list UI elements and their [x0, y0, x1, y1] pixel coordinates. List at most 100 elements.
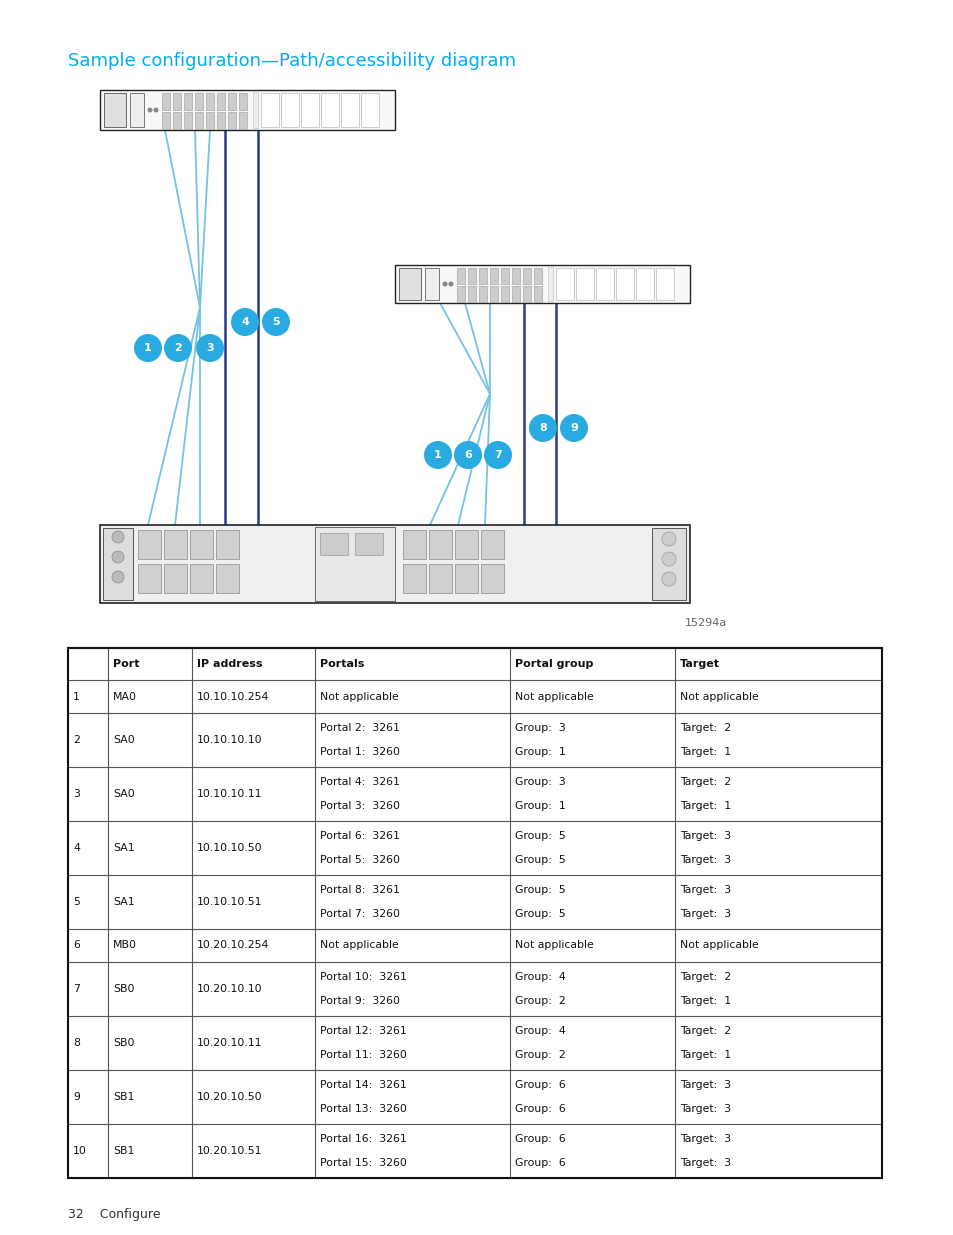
Text: Portal 4:  3261: Portal 4: 3261	[319, 777, 399, 787]
Circle shape	[483, 441, 512, 469]
Text: 6: 6	[73, 941, 80, 951]
Bar	[172, 112, 181, 128]
Bar	[480, 530, 503, 559]
Circle shape	[148, 107, 152, 112]
Bar	[261, 93, 278, 127]
Text: MA0: MA0	[112, 692, 137, 701]
Text: 10: 10	[73, 1146, 87, 1156]
Text: 10.10.10.11: 10.10.10.11	[196, 789, 262, 799]
Text: 8: 8	[538, 424, 546, 433]
Bar	[194, 112, 203, 128]
Text: SA0: SA0	[112, 789, 134, 799]
Circle shape	[112, 531, 124, 543]
Circle shape	[661, 532, 676, 546]
Text: Portal 2:  3261: Portal 2: 3261	[319, 722, 399, 732]
Text: 7: 7	[494, 450, 501, 459]
Text: Group:  6: Group: 6	[515, 1158, 565, 1168]
Text: Target:  3: Target: 3	[679, 1079, 730, 1089]
Text: 3: 3	[73, 789, 80, 799]
Text: SB1: SB1	[112, 1146, 134, 1156]
Bar	[138, 564, 161, 593]
Text: Group:  2: Group: 2	[515, 1051, 565, 1061]
Bar	[480, 564, 503, 593]
Text: Portal 10:  3261: Portal 10: 3261	[319, 972, 406, 982]
Text: Group:  4: Group: 4	[515, 972, 565, 982]
Text: Target:  3: Target: 3	[679, 1104, 730, 1114]
Text: Group:  5: Group: 5	[515, 909, 565, 919]
Bar	[319, 534, 348, 555]
Text: 1: 1	[73, 692, 80, 701]
Bar	[360, 93, 378, 127]
Bar	[206, 112, 213, 128]
Bar	[398, 268, 420, 300]
Text: Portal 1:  3260: Portal 1: 3260	[319, 747, 399, 757]
Bar	[206, 93, 213, 110]
Text: Target:  3: Target: 3	[679, 1158, 730, 1168]
Bar	[68, 1070, 882, 1124]
Bar	[314, 527, 395, 601]
Bar	[500, 287, 509, 303]
Text: Target:  2: Target: 2	[679, 1025, 730, 1036]
Bar	[522, 268, 531, 284]
Text: SB0: SB0	[112, 1037, 134, 1049]
Text: Target:  3: Target: 3	[679, 831, 730, 841]
Text: Portal group: Portal group	[515, 659, 593, 669]
Text: 1: 1	[144, 343, 152, 353]
Text: IP address: IP address	[196, 659, 262, 669]
Text: Portals: Portals	[319, 659, 364, 669]
Bar	[216, 112, 225, 128]
Bar	[68, 962, 882, 1016]
Bar	[228, 93, 235, 110]
Text: Group:  6: Group: 6	[515, 1079, 565, 1089]
Bar	[68, 713, 882, 767]
Bar	[534, 268, 541, 284]
Text: Group:  3: Group: 3	[515, 777, 565, 787]
Text: Portal 7:  3260: Portal 7: 3260	[319, 909, 399, 919]
Text: Portal 12:  3261: Portal 12: 3261	[319, 1025, 406, 1036]
Bar	[100, 90, 395, 130]
Text: 7: 7	[73, 984, 80, 994]
Circle shape	[164, 333, 192, 362]
Bar	[556, 268, 574, 300]
Text: 10.20.10.10: 10.20.10.10	[196, 984, 262, 994]
Bar	[320, 93, 338, 127]
Text: Target:  3: Target: 3	[679, 884, 730, 894]
Bar	[164, 530, 187, 559]
Bar	[512, 287, 519, 303]
Bar	[100, 525, 689, 603]
Bar	[68, 821, 882, 876]
Text: 10.20.10.254: 10.20.10.254	[196, 941, 269, 951]
Text: Portal 3:  3260: Portal 3: 3260	[319, 802, 399, 811]
Bar	[68, 876, 882, 929]
Text: Target:  1: Target: 1	[679, 997, 730, 1007]
Text: Portal 6:  3261: Portal 6: 3261	[319, 831, 399, 841]
Bar	[104, 93, 126, 127]
Text: Target:  3: Target: 3	[679, 909, 730, 919]
Bar	[429, 564, 452, 593]
Text: SA1: SA1	[112, 897, 134, 906]
Text: Target:  3: Target: 3	[679, 856, 730, 866]
Bar	[164, 564, 187, 593]
Bar	[424, 268, 438, 300]
Bar	[190, 530, 213, 559]
Bar	[500, 268, 509, 284]
Bar	[216, 93, 225, 110]
Text: 3: 3	[206, 343, 213, 353]
Bar	[468, 287, 476, 303]
Text: Not applicable: Not applicable	[319, 692, 398, 701]
Bar	[547, 267, 553, 301]
Text: Group:  5: Group: 5	[515, 856, 565, 866]
Text: Not applicable: Not applicable	[679, 692, 758, 701]
Bar	[68, 1016, 882, 1070]
Bar	[512, 268, 519, 284]
Bar	[239, 93, 247, 110]
Text: Portal 13:  3260: Portal 13: 3260	[319, 1104, 406, 1114]
Bar	[130, 93, 144, 127]
Bar	[490, 268, 497, 284]
Text: Portal 5:  3260: Portal 5: 3260	[319, 856, 399, 866]
Circle shape	[442, 282, 447, 287]
Text: Target:  2: Target: 2	[679, 722, 730, 732]
Bar	[68, 929, 882, 962]
Circle shape	[195, 333, 224, 362]
Text: Portal 9:  3260: Portal 9: 3260	[319, 997, 399, 1007]
